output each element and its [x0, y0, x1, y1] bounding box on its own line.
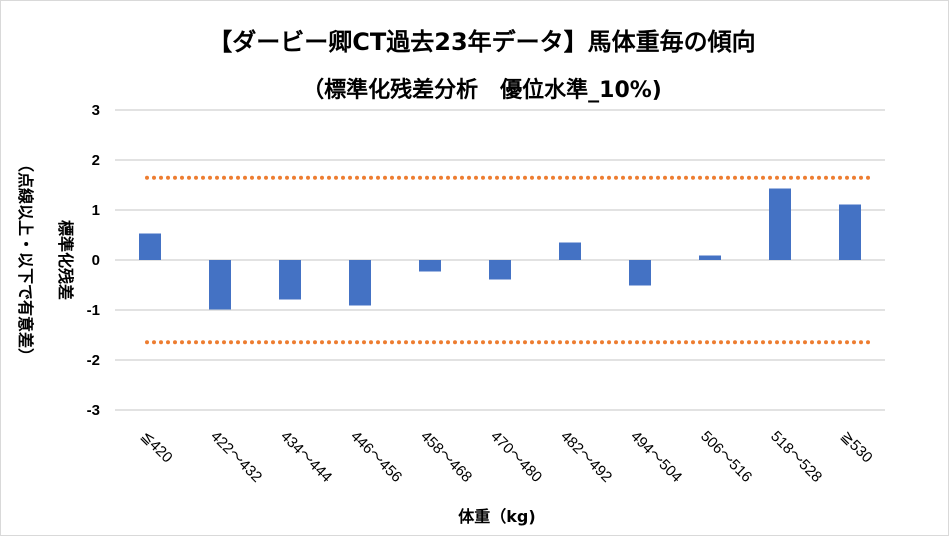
bar: [279, 260, 301, 300]
y-tick-label: -2: [87, 352, 100, 369]
bar: [559, 242, 581, 260]
bar: [769, 188, 791, 260]
x-tick-label: 518～528: [767, 428, 825, 486]
y-tick-label: -1: [87, 302, 100, 319]
y-tick-label: 2: [92, 152, 100, 169]
bar: [209, 260, 231, 310]
x-tick-label: 422～432: [207, 428, 265, 486]
chart-title: 【ダービー卿CT過去23年データ】馬体重毎の傾向: [208, 28, 755, 56]
y-tick-label: 1: [92, 202, 100, 219]
chart-subtitle: （標準化残差分析 優位水準_10%): [302, 77, 662, 103]
y-axis-note: （点線以上・以下で有意差）: [16, 156, 35, 364]
x-tick-label: 470～480: [487, 428, 545, 486]
x-tick-label: 446～456: [347, 428, 405, 486]
x-tick-label: 434～444: [277, 428, 335, 486]
bar: [419, 260, 441, 272]
bar: [839, 204, 861, 260]
y-tick-label: 0: [92, 252, 100, 269]
y-tick-label: -3: [87, 402, 100, 419]
x-tick-label: ≦420: [137, 428, 176, 467]
x-tick-label: ≧530: [837, 428, 876, 467]
y-tick-label: 3: [92, 102, 100, 119]
bar: [629, 260, 651, 286]
y-axis-label: 標準化残差: [56, 220, 75, 300]
bar: [349, 260, 371, 306]
x-tick-label: 506～516: [697, 428, 755, 486]
bar: [139, 233, 161, 260]
x-tick-label: 458～468: [417, 428, 475, 486]
bar: [489, 260, 511, 280]
x-tick-label: 482～492: [557, 428, 615, 486]
x-tick-label: 494～504: [627, 428, 685, 486]
x-axis-label: 体重（kg): [458, 507, 535, 526]
bar: [699, 255, 721, 260]
